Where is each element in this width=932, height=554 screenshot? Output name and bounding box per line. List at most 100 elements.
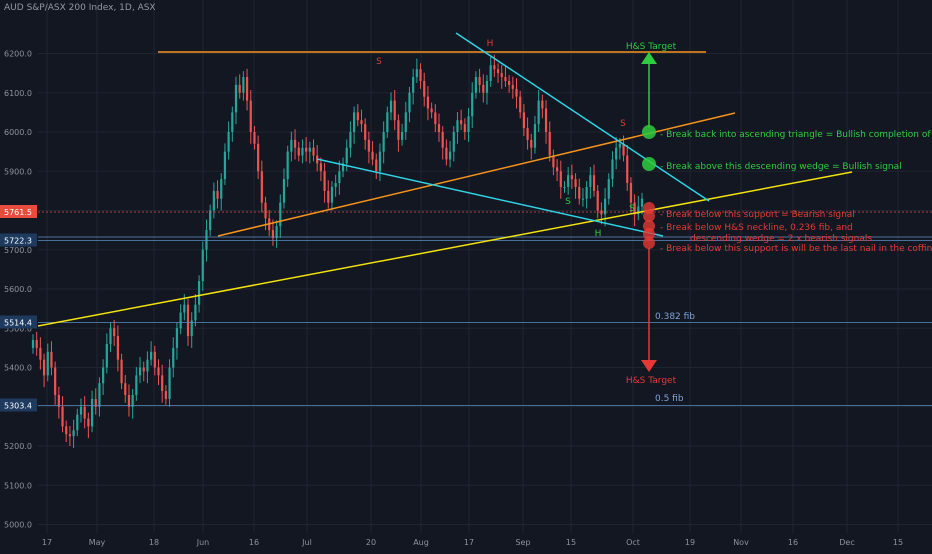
- x-tick-label: 17: [464, 538, 474, 547]
- candle-body: [271, 230, 275, 238]
- candle-body: [596, 190, 599, 211]
- x-tick-label: 16: [788, 538, 798, 547]
- hs-shoulder-right-label: S: [620, 119, 626, 129]
- candle-body: [397, 120, 400, 140]
- price-label-box: [0, 315, 37, 329]
- candle-body: [227, 132, 230, 152]
- candle-body: [426, 96, 430, 109]
- candle-body: [54, 367, 57, 395]
- inv-hs-shoulder-left-label: S: [565, 197, 571, 207]
- candle-body: [615, 147, 618, 160]
- candle-body: [50, 351, 53, 368]
- candle-body: [234, 84, 238, 113]
- candle-body: [618, 143, 621, 148]
- bearish-signal-circle: [643, 237, 655, 249]
- candle-body: [448, 151, 452, 160]
- candle-body: [389, 100, 393, 113]
- candle-body: [423, 80, 426, 97]
- candle-body: [637, 206, 640, 215]
- candle-body: [190, 320, 193, 337]
- candle-body: [249, 100, 252, 132]
- candle-body: [585, 186, 588, 199]
- candle-body: [548, 132, 551, 156]
- candle-body: [393, 100, 396, 121]
- candle-body: [519, 96, 522, 113]
- candle-body: [441, 132, 444, 148]
- candle-body: [382, 132, 385, 152]
- candle-body: [570, 175, 573, 180]
- fib-0382-label: 0.382 fib: [655, 312, 695, 322]
- candle-body: [349, 132, 352, 148]
- candle-body: [161, 375, 164, 392]
- candle-body: [131, 394, 134, 407]
- x-tick-label: Aug: [413, 538, 429, 547]
- y-tick-label: 6100.0: [4, 89, 32, 98]
- y-tick-label: 5400.0: [4, 364, 32, 373]
- candle-body: [327, 190, 330, 203]
- candle-body: [116, 336, 119, 360]
- candle-body: [640, 198, 644, 207]
- candle-body: [205, 230, 208, 250]
- symbol-label: S&P/ASX 200 Index, 1D, ASX: [26, 3, 156, 13]
- candle-body: [35, 340, 38, 348]
- candle-body: [567, 175, 570, 187]
- candle-body: [367, 139, 370, 152]
- candle-body: [445, 147, 448, 160]
- y-tick-label: 5000.0: [4, 521, 32, 530]
- x-tick-label: Jul: [301, 538, 312, 547]
- price-label-text: 5761.5: [4, 208, 32, 217]
- candle-body: [164, 391, 167, 399]
- candle-body: [220, 179, 223, 199]
- y-tick-label: 5100.0: [4, 481, 32, 490]
- candle-body: [415, 69, 418, 78]
- price-label-box: [0, 205, 37, 218]
- candle-body: [434, 112, 437, 125]
- candle-body: [94, 398, 97, 407]
- candle-body: [127, 394, 131, 407]
- candle-body: [323, 171, 326, 191]
- candle-body: [452, 132, 455, 152]
- candle-body: [142, 367, 145, 372]
- hs-head-label-top: H: [487, 39, 494, 49]
- candle-body: [353, 112, 356, 132]
- candle-body: [412, 77, 415, 93]
- descending-wedge-lower: [316, 158, 664, 237]
- candle-body: [65, 426, 68, 435]
- bearish-signal-circle: [643, 210, 655, 222]
- candle-body: [168, 367, 171, 399]
- candle-body: [120, 359, 123, 384]
- candle-body: [400, 132, 404, 140]
- candle-body: [600, 210, 603, 215]
- target-down-arrowhead: [641, 360, 657, 372]
- candle-body: [522, 112, 525, 129]
- candle-body: [474, 77, 478, 93]
- target-up-arrowhead: [641, 52, 657, 64]
- x-tick-label: Nov: [733, 538, 749, 547]
- candle-body: [500, 73, 503, 78]
- candle-body: [526, 128, 529, 140]
- y-tick-label: 6000.0: [4, 128, 32, 137]
- candle-body: [563, 186, 566, 188]
- candle-body: [183, 304, 186, 313]
- y-tick-label: 5700.0: [4, 246, 32, 255]
- descending-wedge-upper: [455, 32, 710, 202]
- candle-body: [286, 151, 289, 180]
- x-tick-label: 17: [42, 538, 52, 547]
- candle-body: [61, 406, 64, 427]
- candle-body: [496, 69, 500, 74]
- candle-body: [356, 112, 359, 121]
- price-label-text: 5514.4: [4, 319, 32, 328]
- long-support-line-yellow: [37, 171, 853, 327]
- price-label-box: [0, 398, 37, 412]
- candle-body: [216, 190, 219, 199]
- candle-body: [375, 159, 378, 172]
- hs-shoulder-left-label: S: [376, 57, 382, 67]
- x-tick-label: Dec: [839, 538, 854, 547]
- candle-body: [533, 124, 537, 148]
- candle-body: [39, 347, 42, 360]
- candle-body: [319, 163, 322, 172]
- candle-body: [279, 202, 282, 227]
- candle-body: [611, 159, 614, 180]
